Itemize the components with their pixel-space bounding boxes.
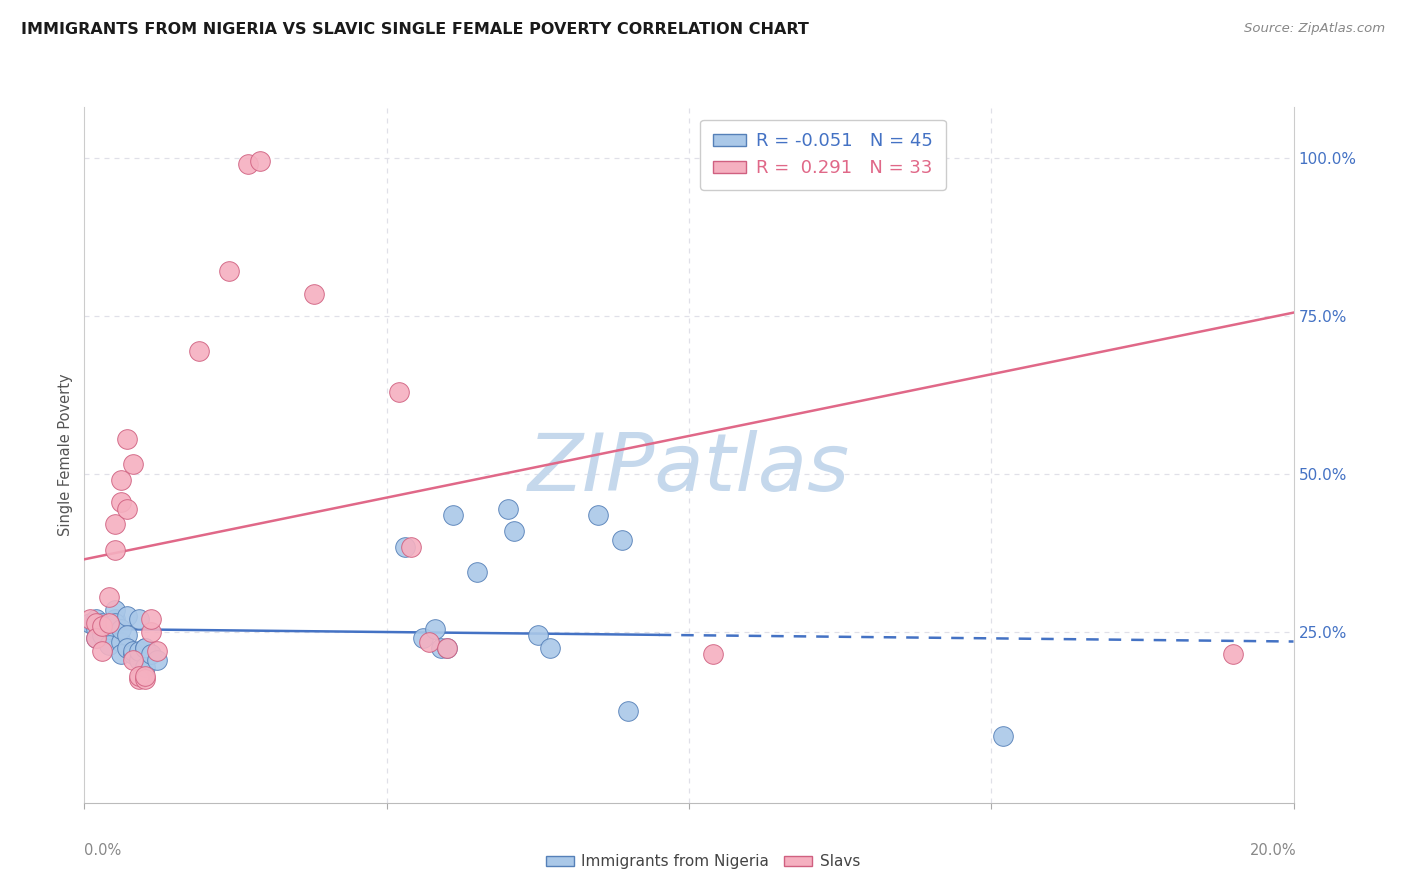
Point (115, 501, 138, 516)
Point (121, 458, 143, 472)
Point (139, 647, 162, 661)
Text: 0.0%: 0.0% (84, 843, 121, 858)
Point (526, 628, 548, 642)
Point (128, 669, 150, 683)
Point (110, 473, 132, 487)
Point (993, 730, 1015, 744)
Point (97, 591, 120, 605)
Point (139, 612, 162, 626)
Point (588, 508, 610, 522)
Point (91, 628, 114, 642)
Point (91, 618, 114, 632)
Point (302, 286, 325, 301)
Point (249, 153, 271, 168)
Point (128, 653, 150, 667)
Point (702, 647, 724, 661)
Point (134, 640, 156, 655)
Point (97, 615, 120, 630)
Point (188, 343, 211, 358)
Point (467, 565, 489, 579)
Point (394, 540, 416, 554)
Point (115, 640, 138, 655)
Y-axis label: Single Female Poverty: Single Female Poverty (58, 374, 73, 536)
Point (121, 647, 143, 661)
Point (388, 384, 411, 399)
Point (496, 501, 519, 516)
Point (115, 432, 138, 446)
Point (110, 647, 132, 661)
Text: Source: ZipAtlas.com: Source: ZipAtlas.com (1244, 22, 1385, 36)
Point (612, 533, 634, 548)
Point (412, 632, 434, 646)
Point (115, 628, 138, 642)
Point (79, 612, 101, 626)
Point (121, 644, 143, 658)
Point (134, 669, 156, 683)
Point (104, 542, 127, 557)
Text: 20.0%: 20.0% (1250, 843, 1296, 858)
Point (97, 622, 120, 636)
Point (1222, 647, 1244, 661)
Point (104, 517, 127, 532)
Point (128, 612, 150, 626)
Point (110, 634, 132, 648)
Legend: Immigrants from Nigeria, Slavs: Immigrants from Nigeria, Slavs (540, 848, 866, 875)
Point (79, 615, 101, 630)
Point (86, 622, 108, 636)
Point (91, 644, 114, 658)
Point (115, 609, 138, 624)
Point (502, 524, 524, 538)
Point (104, 615, 127, 630)
Point (423, 622, 446, 636)
Point (139, 625, 162, 640)
Point (134, 673, 156, 687)
Point (134, 660, 156, 674)
Point (134, 640, 156, 655)
Legend: R = -0.051   N = 45, R =  0.291   N = 33: R = -0.051 N = 45, R = 0.291 N = 33 (700, 120, 946, 190)
Point (399, 540, 422, 554)
Point (538, 640, 561, 655)
Point (218, 264, 240, 278)
Point (418, 634, 440, 648)
Point (110, 495, 132, 509)
Point (436, 640, 458, 655)
Point (110, 622, 132, 636)
Point (430, 640, 453, 655)
Point (86, 615, 108, 630)
Point (104, 603, 127, 617)
Point (97, 618, 120, 632)
Point (236, 157, 259, 171)
Point (146, 644, 169, 658)
Point (97, 638, 120, 652)
Point (146, 653, 169, 667)
Point (436, 640, 458, 655)
Point (91, 618, 114, 632)
Point (128, 644, 150, 658)
Point (91, 615, 114, 630)
Point (441, 508, 464, 522)
Point (91, 622, 114, 636)
Point (86, 632, 108, 646)
Point (86, 612, 108, 626)
Text: ZIPatlas: ZIPatlas (527, 430, 851, 508)
Point (104, 612, 127, 626)
Point (617, 704, 640, 718)
Point (86, 632, 108, 646)
Text: IMMIGRANTS FROM NIGERIA VS SLAVIC SINGLE FEMALE POVERTY CORRELATION CHART: IMMIGRANTS FROM NIGERIA VS SLAVIC SINGLE… (21, 22, 808, 37)
Point (128, 673, 150, 687)
Point (121, 653, 143, 667)
